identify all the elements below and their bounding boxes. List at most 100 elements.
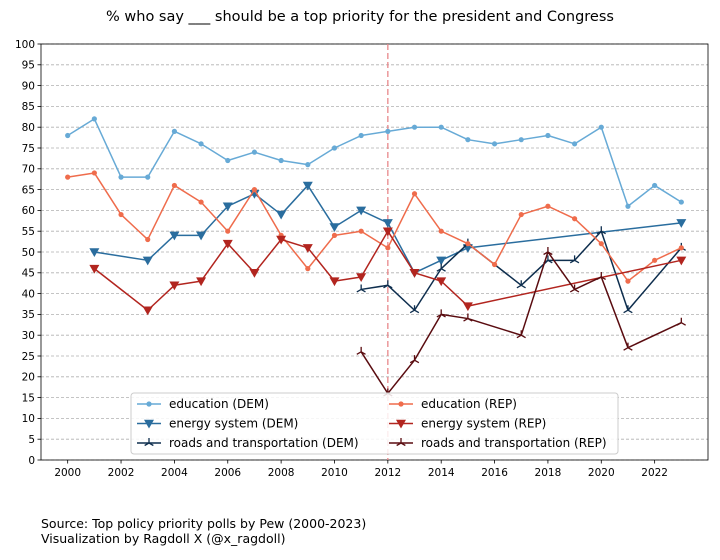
data-point [225,228,231,234]
data-point [356,206,367,216]
data-point [383,280,393,289]
data-point [545,203,551,209]
data-point [142,256,153,266]
data-point [382,227,393,237]
data-point [169,281,180,291]
legend-item: education (REP) [389,397,517,411]
data-point [438,228,444,234]
data-point [596,226,606,235]
data-point [356,346,366,355]
data-point [572,141,578,147]
legend-label: education (REP) [421,397,517,411]
y-tick-label: 80 [22,122,35,134]
legend-swatch-marker [396,419,406,429]
data-point [409,269,420,278]
legend-box [130,392,619,455]
data-point [409,355,420,364]
data-point [249,269,260,278]
data-point [465,241,471,247]
data-point [196,231,207,241]
y-tick-label: 35 [22,309,35,321]
data-point [331,145,338,151]
data-point [145,236,151,243]
y-tick-label: 40 [22,288,35,300]
data-point [142,306,153,316]
x-tick-label: 2014 [428,467,455,479]
axes: 0 5 10 15 20 25 30 35 40 45 50 55 60 65 70 75 80 85 90 95 10… [15,39,709,479]
x-tick-label: 2022 [641,467,668,479]
y-tick-label: 100 [15,39,35,51]
x-tick-label: 2002 [108,467,135,479]
data-point [625,203,631,209]
data-point [276,210,287,220]
data-point [678,199,684,205]
data-point [89,248,100,257]
data-point [436,256,447,266]
series-line [67,118,682,207]
series-4 [89,227,687,316]
data-point [436,263,446,272]
data-point [331,232,338,238]
data-point [198,141,204,147]
series-3 [65,170,684,284]
data-point [516,330,526,339]
data-point [305,162,311,168]
data-point [91,170,97,176]
y-tick-label: 50 [22,247,35,259]
data-point [652,182,658,189]
x-tick-label: 2004 [161,467,188,479]
series-line [360,251,682,395]
x-tick-label: 2000 [54,467,81,479]
data-point [516,280,526,289]
data-point [118,211,124,218]
data-point [329,277,340,287]
data-point [89,264,100,274]
x-tick-label: 2012 [374,467,401,479]
legend-label: energy system (REP) [421,417,546,431]
series-1 [89,181,687,278]
data-point [436,309,446,318]
data-point [572,216,578,222]
y-tick-label: 55 [22,226,35,238]
data-point [222,239,233,249]
legend-item: education (DEM) [137,397,269,411]
x-tick-label: 2016 [481,467,508,479]
data-point [623,342,633,351]
data-point [518,137,524,143]
legend-label: roads and transportation (DEM) [169,436,359,450]
data-point [543,247,553,256]
data-point [118,174,124,180]
data-point [302,244,313,253]
legend-item: energy system (REP) [389,417,546,431]
legend: education (DEM) energy system (DEM) roads … [130,392,619,455]
credit-note: Visualization by Ragdoll X (@x_ragdoll) [41,531,286,546]
legend-item: roads and transportation (DEM) [137,436,359,450]
y-tick-label: 95 [22,60,35,72]
data-point [596,271,606,281]
x-tick-label: 2006 [214,467,241,479]
data-point [598,241,604,247]
data-point [411,124,418,130]
data-point [251,149,258,155]
series-line [67,172,682,282]
legend-swatch-marker [398,401,404,407]
data-point [411,191,418,197]
y-tick-label: 20 [22,372,35,384]
data-point [545,132,551,139]
data-point [65,174,71,180]
source-note: Source: Top policy priority polls by Pew… [41,516,367,531]
data-point [676,219,687,228]
data-point [623,305,633,314]
data-point [358,228,364,234]
data-point [678,245,684,251]
data-point [329,223,340,233]
data-point [518,211,524,218]
data-point [225,157,231,164]
y-tick-label: 0 [28,455,35,467]
data-point [569,255,580,264]
data-point [278,157,284,164]
data-point [436,277,447,287]
x-tick-label: 2008 [268,467,295,479]
data-point [145,174,151,180]
